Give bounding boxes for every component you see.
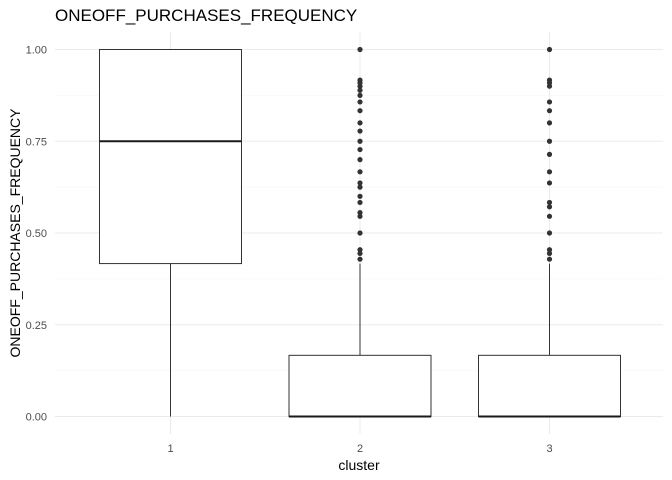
x-axis: 1 2 3 <box>167 443 552 455</box>
box-iqr <box>99 49 242 265</box>
outlier-point <box>357 230 363 236</box>
outlier-point <box>546 199 553 206</box>
x-tick-label: 1 <box>167 443 173 455</box>
box-cluster-2 <box>288 46 432 418</box>
outlier-point <box>357 256 363 262</box>
outlier-point <box>357 87 363 93</box>
x-tick-label: 2 <box>357 443 363 455</box>
outlier-point <box>546 256 553 262</box>
x-axis-title: cluster <box>338 457 380 473</box>
outlier-point <box>357 108 363 114</box>
chart-title: ONEOFF_PURCHASES_FREQUENCY <box>55 6 357 25</box>
y-tick-label: 1.00 <box>26 45 47 57</box>
outlier-point <box>546 250 553 257</box>
outlier-point <box>357 180 363 186</box>
outlier-point <box>546 46 553 53</box>
outlier-point <box>357 169 363 175</box>
outlier-point <box>546 99 553 105</box>
outlier-point <box>357 99 363 105</box>
outlier-point <box>546 180 553 186</box>
outlier-point <box>357 120 363 126</box>
outlier-point <box>357 92 363 98</box>
outlier-point <box>546 120 553 126</box>
box-cluster-3 <box>478 46 621 418</box>
outlier-point <box>546 204 553 210</box>
outlier-point <box>357 77 363 83</box>
outlier-point <box>357 128 363 134</box>
outlier-point <box>546 108 553 114</box>
outlier-point <box>546 77 553 83</box>
outlier-point <box>546 247 553 253</box>
x-tick-label: 3 <box>546 443 552 455</box>
outlier-point <box>357 46 363 53</box>
y-tick-label: 0.25 <box>26 320 47 332</box>
outlier-point <box>357 138 363 144</box>
box-iqr <box>288 354 432 418</box>
outlier-point <box>357 209 363 216</box>
outlier-point <box>357 213 363 219</box>
y-axis: 0.00 0.25 0.50 0.75 1.00 <box>26 45 47 424</box>
outlier-point <box>546 151 553 157</box>
outlier-point <box>546 230 553 236</box>
outlier-point <box>546 213 553 219</box>
outlier-point <box>546 169 553 175</box>
outlier-point <box>357 157 363 163</box>
outlier-point <box>546 138 553 144</box>
y-tick-label: 0.75 <box>26 136 47 148</box>
outlier-point <box>357 247 363 253</box>
y-axis-title: ONEOFF_PURCHASES_FREQUENCY <box>7 108 23 358</box>
y-tick-label: 0.00 <box>26 412 47 424</box>
plot-area <box>99 46 621 418</box>
box-iqr <box>478 354 621 418</box>
outlier-point <box>357 193 363 199</box>
box-cluster-1 <box>99 49 242 417</box>
outlier-point <box>357 184 363 190</box>
outlier-point <box>357 146 363 153</box>
y-tick-label: 0.50 <box>26 228 47 240</box>
outlier-point <box>357 199 363 206</box>
outlier-point <box>357 250 363 257</box>
